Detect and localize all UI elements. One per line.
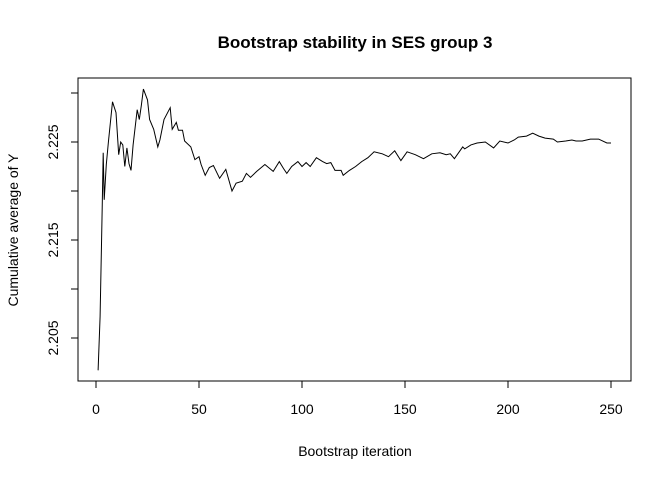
y-tick-label: 2.225 [45,124,61,159]
x-axis-label: Bootstrap iteration [298,443,412,459]
y-axis: 2.205 2.215 2.225 [45,92,78,356]
x-tick-label: 0 [92,401,100,417]
x-tick-label: 200 [496,401,520,417]
series-line [97,88,611,371]
y-tick-label: 2.215 [45,222,61,257]
x-axis: 0 50 100 150 200 250 [92,380,623,417]
y-axis-label: Cumulative average of Y [5,153,21,307]
plot-frame [77,77,632,382]
x-tick-label: 250 [599,401,623,417]
x-tick-label: 150 [393,401,417,417]
chart-title: Bootstrap stability in SES group 3 [218,33,493,52]
x-tick-label: 100 [290,401,314,417]
y-tick-label: 2.205 [45,320,61,355]
series-group [97,88,611,371]
x-tick-label: 50 [191,401,207,417]
